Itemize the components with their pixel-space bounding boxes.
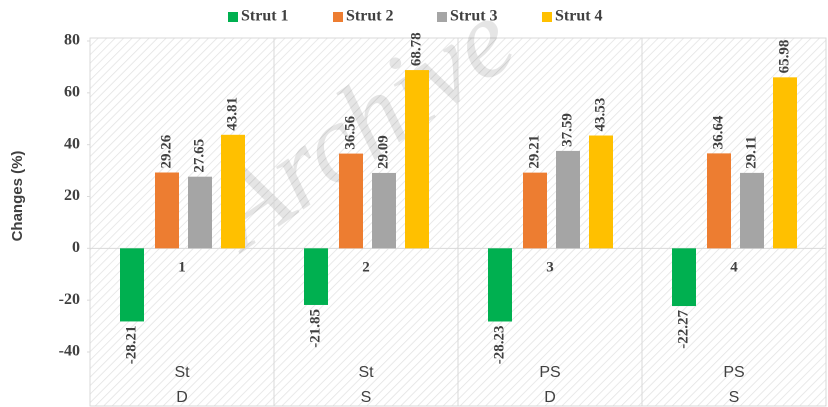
x-tick-label: D — [544, 389, 556, 406]
bar — [740, 172, 764, 249]
y-tick-label: 80 — [64, 32, 80, 49]
value-label: 29.21 — [526, 135, 542, 169]
bar — [556, 150, 580, 249]
value-label: 29.09 — [375, 135, 391, 169]
value-label: -22.27 — [675, 310, 691, 349]
value-label: 43.81 — [224, 97, 240, 131]
value-label: 68.78 — [408, 32, 424, 66]
bar — [221, 134, 245, 249]
x-tick-label: PS — [723, 364, 744, 381]
legend-swatch — [333, 12, 343, 22]
bar — [672, 248, 696, 307]
y-tick-label: 0 — [72, 239, 80, 256]
value-label: 65.98 — [776, 40, 792, 74]
x-tick-label: S — [361, 389, 372, 406]
y-tick-label: -40 — [59, 343, 80, 360]
group-number: 2 — [362, 259, 370, 275]
bar — [188, 176, 212, 249]
x-tick-label: S — [729, 389, 740, 406]
legend-label: Strut 3 — [450, 8, 498, 25]
y-tick-label: 40 — [64, 135, 80, 152]
value-label: 36.64 — [710, 115, 726, 149]
bar — [523, 172, 547, 249]
value-label: 29.11 — [743, 136, 759, 169]
legend-label: Strut 1 — [241, 8, 289, 25]
bar — [120, 248, 144, 322]
group-number: 3 — [546, 259, 554, 275]
y-tick-label: -20 — [59, 291, 80, 308]
bar — [589, 135, 613, 249]
y-axis-title: Changes (%) — [9, 151, 26, 242]
bar — [304, 248, 328, 305]
legend-swatch — [437, 12, 447, 22]
legend-label: Strut 4 — [555, 8, 603, 25]
value-label: -21.85 — [307, 309, 323, 348]
bar — [405, 70, 429, 249]
value-label: 27.65 — [191, 139, 207, 173]
bar — [488, 248, 512, 322]
x-tick-label: D — [176, 389, 188, 406]
x-tick-label: St — [358, 364, 374, 381]
bar — [372, 172, 396, 249]
legend-swatch — [542, 12, 552, 22]
bar — [155, 172, 179, 249]
value-label: 37.59 — [559, 113, 575, 147]
legend-label: Strut 2 — [346, 8, 394, 25]
legend-swatch — [228, 12, 238, 22]
value-label: -28.21 — [123, 325, 139, 364]
value-label: 29.26 — [158, 134, 174, 168]
x-tick-label: PS — [539, 364, 560, 381]
value-label: -28.23 — [491, 325, 507, 364]
bar — [339, 153, 363, 249]
y-tick-label: 20 — [64, 187, 80, 204]
bar — [773, 77, 797, 249]
value-label: 36.56 — [342, 115, 358, 149]
group-number: 4 — [730, 259, 738, 275]
bar — [707, 153, 731, 249]
x-tick-label: St — [174, 364, 190, 381]
group-number: 1 — [178, 259, 186, 275]
value-label: 43.53 — [592, 98, 608, 132]
y-tick-label: 60 — [64, 84, 80, 101]
